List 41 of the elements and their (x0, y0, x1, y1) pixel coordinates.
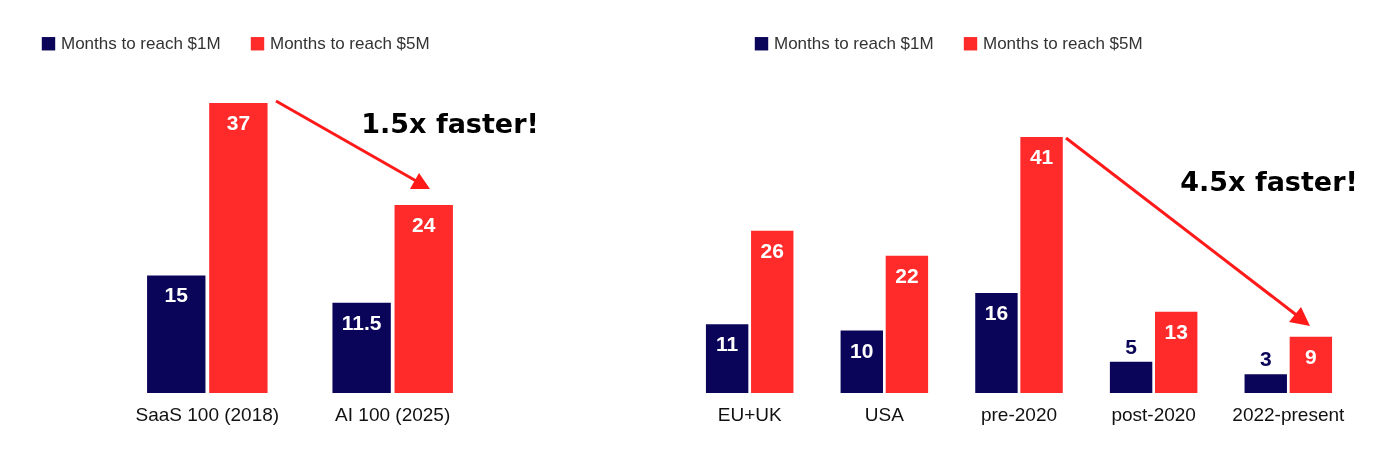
bar (1109, 361, 1153, 393)
bar (1244, 374, 1287, 393)
x-tick-label: pre-2020 (980, 403, 1058, 425)
data-label: 16 (984, 301, 1009, 325)
legend-label: Months to reach $1M (774, 33, 934, 53)
legend-label: Months to reach $1M (61, 33, 221, 53)
annotation: 4.5x faster! (1180, 166, 1358, 197)
data-label: 11 (716, 332, 739, 356)
x-tick-label: post-2020 (1111, 403, 1196, 425)
bar (885, 255, 929, 393)
x-tick-label: EU+UK (717, 403, 782, 425)
bar (1020, 137, 1063, 393)
bar (147, 275, 206, 393)
data-label: 3 (1259, 347, 1272, 371)
data-label: 9 (1305, 344, 1317, 368)
bar (751, 230, 794, 393)
bar (705, 324, 749, 393)
data-label: 22 (895, 263, 919, 287)
x-tick-label: 2022-present (1232, 403, 1346, 425)
data-label: 24 (412, 212, 436, 236)
data-label: 10 (850, 338, 874, 362)
x-tick-label: AI 100 (2025) (335, 403, 451, 425)
annotation: 1.5x faster! (361, 108, 539, 139)
bar (394, 204, 453, 393)
data-label: 15 (164, 283, 189, 307)
x-tick-label: USA (864, 403, 905, 425)
bar (1155, 311, 1198, 393)
data-label: 13 (1164, 319, 1188, 343)
bar (1289, 336, 1333, 393)
bar (209, 103, 268, 393)
data-label: 26 (760, 238, 784, 262)
x-tick-label: SaaS 100 (2018) (135, 403, 280, 425)
legend-label: Months to reach $5M (983, 33, 1143, 53)
data-label: 11.5 (341, 310, 382, 334)
legend-label: Months to reach $5M (270, 33, 430, 53)
data-label: 41 (1029, 145, 1054, 168)
bar (975, 293, 1018, 393)
data-label: 5 (1125, 334, 1138, 358)
bar (332, 302, 391, 393)
data-label: 37 (226, 111, 251, 134)
bar (840, 330, 883, 393)
